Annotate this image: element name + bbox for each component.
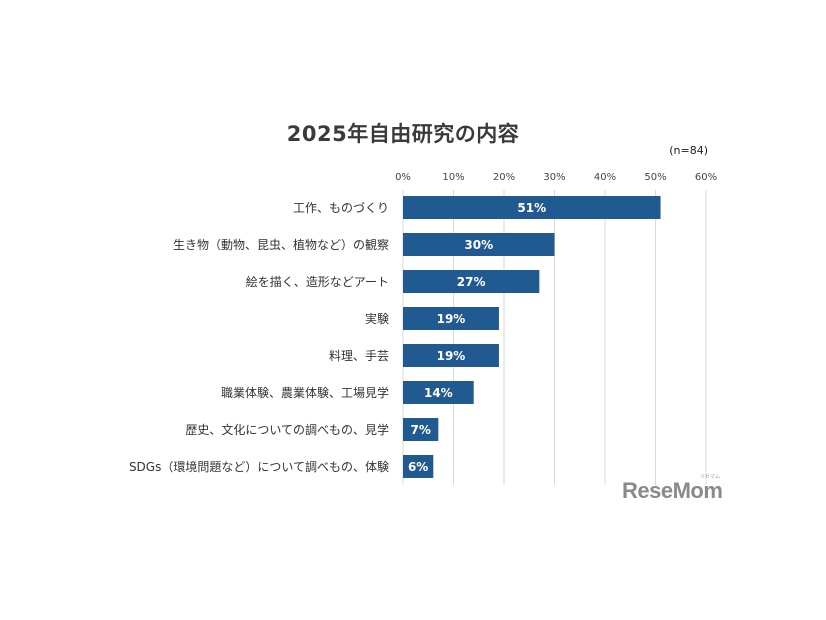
bar: [403, 344, 499, 367]
data-label: 30%: [464, 238, 493, 252]
x-tick-label: 30%: [543, 172, 565, 183]
data-label: 51%: [517, 201, 546, 215]
x-tick-label: 60%: [695, 172, 717, 183]
x-tick-label: 20%: [493, 172, 515, 183]
data-label: 27%: [457, 275, 486, 289]
category-label: 実験: [365, 311, 389, 326]
bar: [403, 307, 499, 330]
bar: [403, 196, 661, 219]
bar: [403, 418, 439, 441]
x-tick-label: 10%: [442, 172, 464, 183]
category-label: SDGs（環境問題など）について調べもの、体験: [129, 459, 389, 474]
data-label: 7%: [410, 423, 430, 437]
bar: [403, 381, 474, 404]
category-label: 料理、手芸: [329, 349, 389, 363]
category-label: 生き物（動物、昆虫、植物など）の観察: [173, 237, 389, 252]
category-label: 職業体験、農業体験、工場見学: [221, 385, 389, 400]
x-tick-label: 0%: [395, 172, 411, 183]
sample-size-note: (n=84): [669, 144, 708, 157]
resemom-logo: ReseMom: [622, 478, 723, 503]
category-label: 歴史、文化についての調べもの、見学: [185, 422, 389, 437]
bar: [403, 270, 540, 293]
data-label: 19%: [437, 312, 466, 326]
bar: [403, 233, 555, 256]
category-label: 絵を描く、造形などアート: [246, 274, 389, 289]
category-label: 工作、ものづくり: [293, 201, 389, 215]
data-label: 14%: [424, 386, 453, 400]
x-tick-label: 50%: [644, 172, 666, 183]
bar: [403, 455, 434, 478]
resemom-logo-sub: リセマム: [700, 474, 721, 480]
data-label: 6%: [408, 460, 428, 474]
data-label: 19%: [437, 349, 466, 363]
x-tick-label: 40%: [594, 172, 616, 183]
chart-title: 2025年自由研究の内容: [286, 122, 520, 146]
